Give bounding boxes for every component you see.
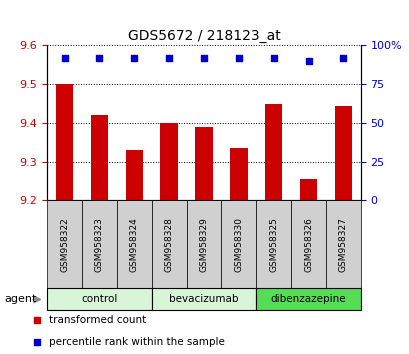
Bar (195, 127, 212, 200)
Text: GSM958322: GSM958322 (60, 217, 69, 272)
Point (61, 55, 68, 61)
Bar (160, 123, 178, 200)
Bar (334, 105, 351, 200)
Bar (82, 200, 117, 289)
Bar (264, 104, 282, 200)
Bar (56, 84, 73, 200)
Point (339, 55, 346, 61)
Point (34, 318, 40, 323)
Text: GSM958325: GSM958325 (269, 217, 277, 272)
Text: transformed count: transformed count (49, 315, 146, 325)
Point (131, 55, 137, 61)
Text: GSM958329: GSM958329 (199, 217, 208, 272)
Bar (90, 115, 108, 200)
Bar (151, 289, 256, 310)
Text: agent: agent (4, 295, 36, 304)
Text: GSM958330: GSM958330 (234, 217, 243, 272)
Bar (47, 200, 82, 289)
Point (200, 55, 207, 61)
Title: GDS5672 / 218123_at: GDS5672 / 218123_at (127, 29, 280, 43)
Text: bevacizumab: bevacizumab (169, 295, 238, 304)
Point (235, 55, 242, 61)
Bar (117, 200, 151, 289)
Text: GSM958328: GSM958328 (164, 217, 173, 272)
Point (305, 58, 311, 64)
Point (34, 339, 40, 345)
Bar (47, 289, 151, 310)
Bar (256, 200, 290, 289)
Bar (125, 150, 143, 200)
Point (270, 55, 276, 61)
Point (96, 55, 103, 61)
Bar (299, 179, 317, 200)
Bar (229, 148, 247, 200)
Bar (256, 289, 360, 310)
Bar (186, 200, 221, 289)
Text: GSM958327: GSM958327 (338, 217, 347, 272)
Bar (290, 200, 325, 289)
Text: GSM958326: GSM958326 (303, 217, 312, 272)
Text: GSM958324: GSM958324 (130, 217, 138, 272)
Bar (325, 200, 360, 289)
Bar (221, 200, 256, 289)
Text: percentile rank within the sample: percentile rank within the sample (49, 337, 225, 348)
Bar (151, 200, 186, 289)
Point (166, 55, 172, 61)
Text: GSM958323: GSM958323 (95, 217, 103, 272)
Text: dibenzazepine: dibenzazepine (270, 295, 346, 304)
Text: control: control (81, 295, 117, 304)
